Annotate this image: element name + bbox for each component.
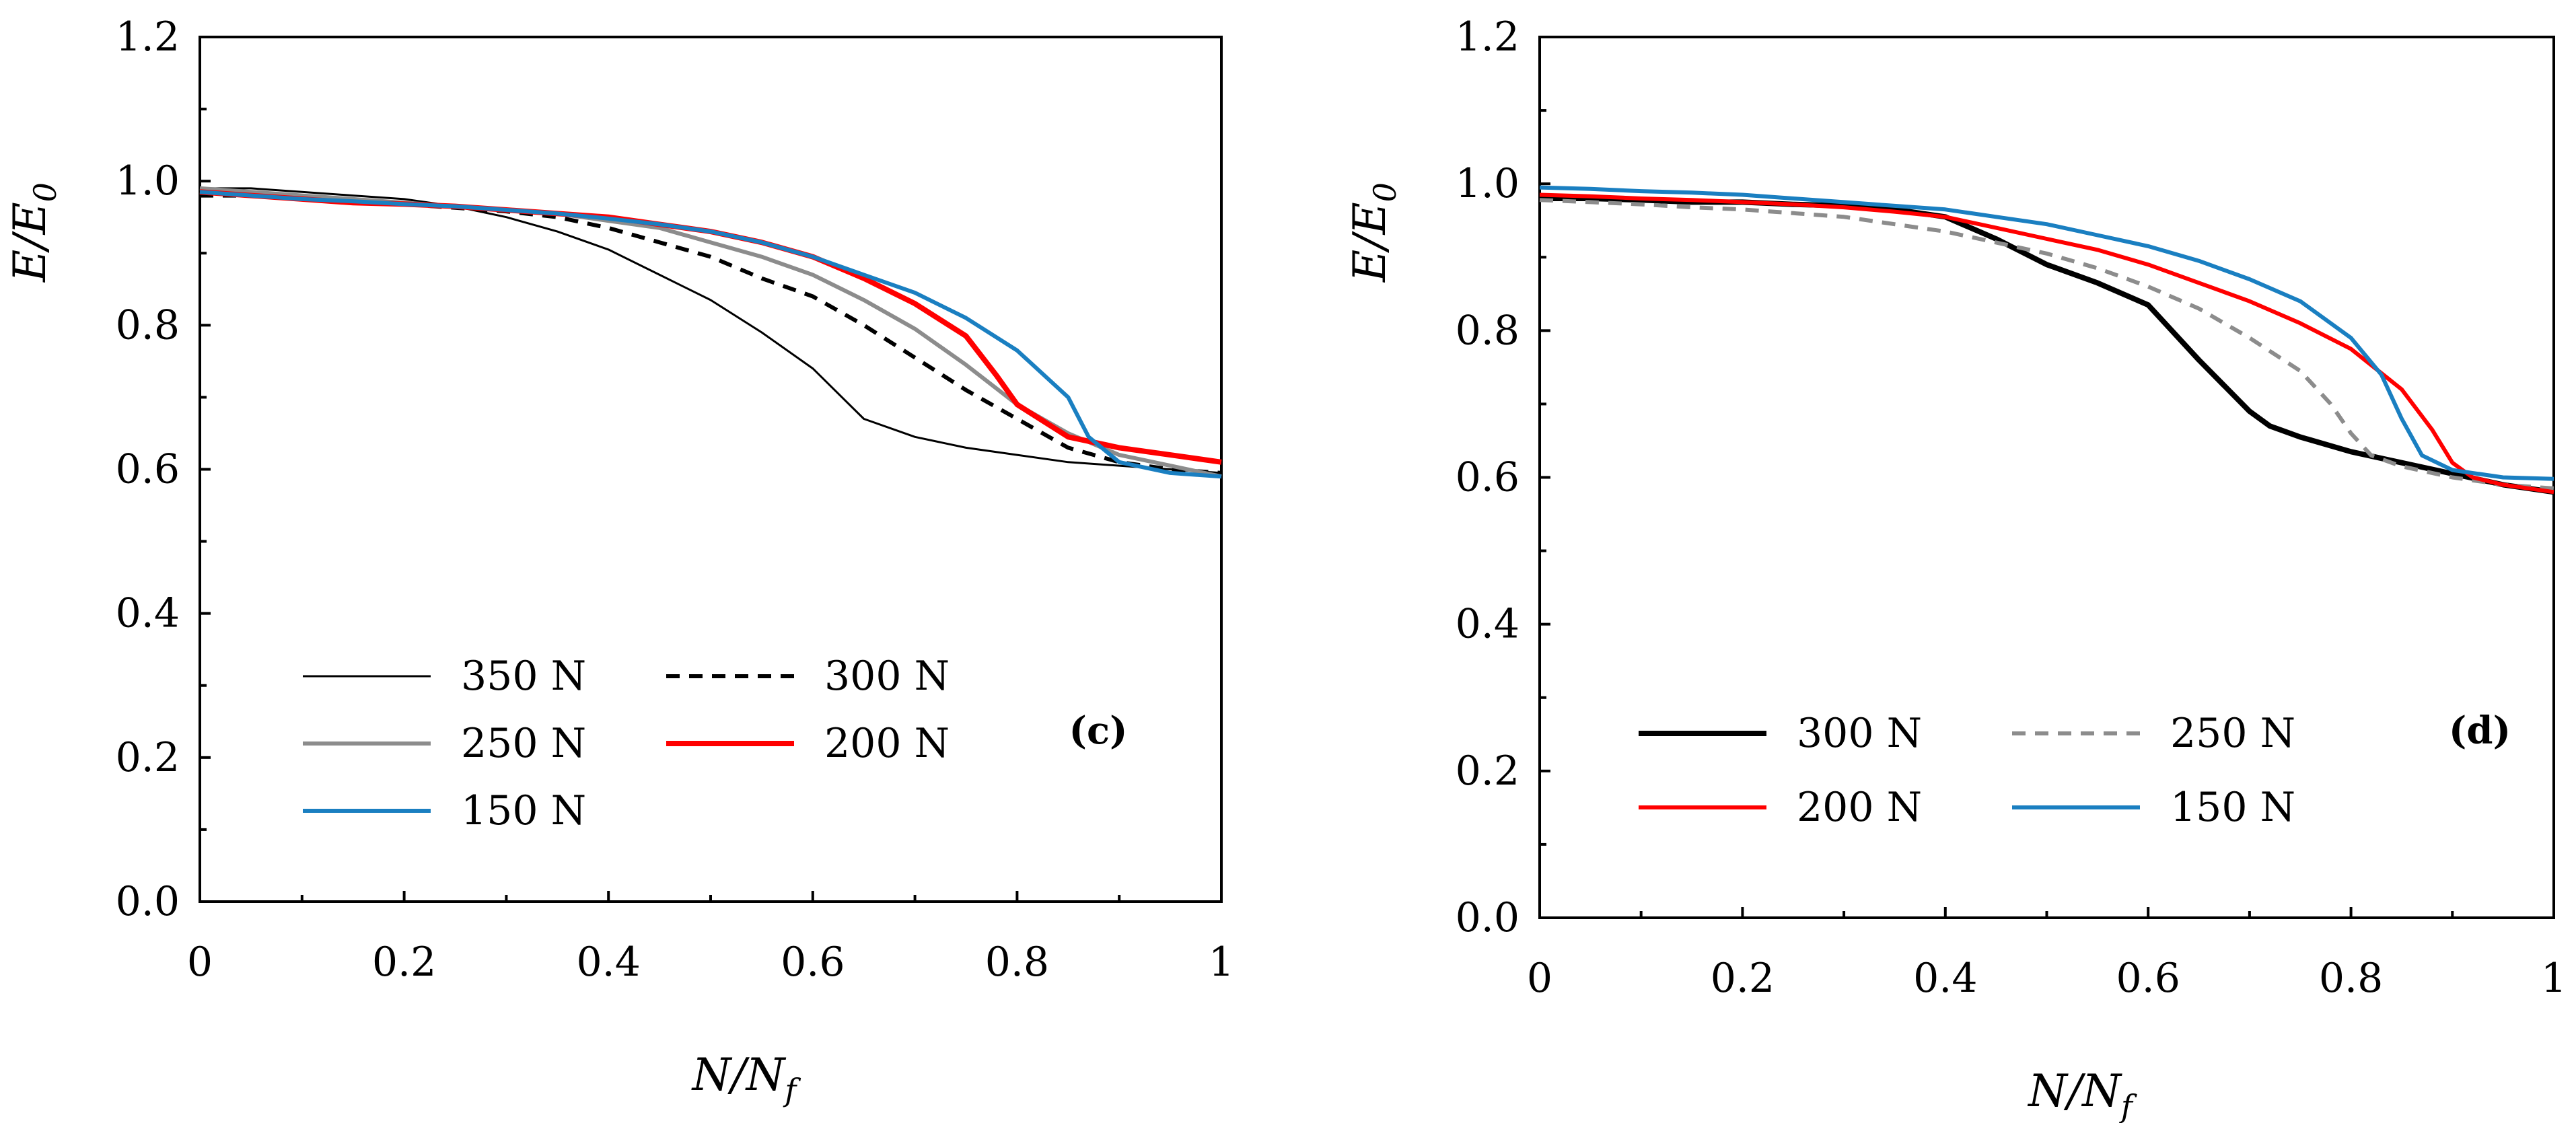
y-axis-title-main: E/E: [1344, 202, 1396, 283]
x-axis-title-subscript: f: [783, 1072, 801, 1108]
x-axis-title: N/Nf: [2027, 1065, 2137, 1123]
y-tick-label: 1.0: [116, 157, 180, 205]
y-tick-label: 0.0: [116, 878, 180, 925]
y-tick-label: 0.2: [116, 734, 180, 781]
series-line-200-n: [1539, 192, 2554, 495]
series-line-300-n: [1540, 196, 2554, 495]
legend-label: 300 N: [824, 653, 950, 700]
x-axis-title-main: N/N: [691, 1049, 787, 1101]
series-line-250-n: [1539, 198, 2554, 491]
series-line-350-n: [200, 187, 1222, 474]
x-tick-label: 0.2: [372, 939, 436, 986]
y-tick-label: 0.4: [1456, 601, 1519, 648]
y-tick-label: 0.6: [1456, 454, 1519, 501]
y-tick-label: 1.2: [116, 13, 180, 61]
series-line-150-n: [199, 190, 1222, 479]
y-axis-title: E/E0: [4, 182, 63, 283]
x-axis-title-main: N/N: [2027, 1065, 2122, 1117]
legend: 300 N 250 N 200 N 150 N: [1639, 710, 2295, 831]
y-tick-label: 0.6: [116, 446, 180, 493]
x-tick-label: 0.8: [2319, 955, 2383, 1002]
legend-label: 350 N: [461, 653, 586, 700]
x-tick-label: 0.6: [781, 939, 845, 986]
legend-label: 300 N: [1797, 710, 1922, 757]
y-axis-title-subscript: 0: [27, 182, 63, 202]
y-axis-title-subscript: 0: [1367, 182, 1403, 202]
y-tick-label: 1.2: [1456, 13, 1519, 61]
x-tick-label: 0: [187, 939, 213, 986]
series-line-150-n: [1539, 185, 2554, 481]
panel-label: (c): [1069, 709, 1127, 753]
y-axis-title: E/E0: [1344, 182, 1403, 283]
y-tick-label: 0.2: [1456, 748, 1519, 795]
legend: 350 N 300 N 250 N 200 N 150 N: [303, 653, 950, 834]
legend-label: 150 N: [2170, 784, 2295, 831]
panel-label: (d): [2449, 709, 2511, 753]
x-tick-label: 1: [2541, 955, 2567, 1002]
plot-frame: [199, 36, 1223, 903]
x-tick-label: 0.2: [1711, 955, 1775, 1002]
y-tick-label: 0.0: [1456, 894, 1519, 941]
legend-label: 200 N: [1797, 784, 1922, 831]
x-tick-label: 0.4: [1913, 955, 1977, 1002]
y-tick-label: 0.8: [1456, 307, 1519, 354]
y-tick-label: 0.8: [116, 301, 180, 349]
x-tick-label: 0: [1527, 955, 1552, 1002]
legend-label: 250 N: [2170, 710, 2295, 757]
x-axis-title: N/Nf: [691, 1049, 801, 1108]
x-axis-title-subscript: f: [2119, 1088, 2137, 1123]
y-axis-title-main: E/E: [4, 202, 56, 283]
x-tick-label: 0.8: [985, 939, 1049, 986]
y-tick-label: 1.0: [1456, 160, 1519, 207]
legend-label: 200 N: [824, 720, 950, 767]
legend-label: 250 N: [461, 720, 586, 767]
y-tick-label: 0.4: [116, 590, 180, 637]
legend-label: 150 N: [461, 787, 586, 834]
x-tick-label: 0.6: [2116, 955, 2180, 1002]
chart-panel-d: 0.0 0.2 0.4 0.6 0.8 1.0 1.2 0 0.2 0.4 0.6 0.8 1 N/Nf E…: [1344, 13, 2567, 1123]
plot-frame: [1538, 36, 2555, 919]
x-tick-label: 1: [1209, 939, 1234, 986]
x-tick-label: 0.4: [576, 939, 640, 986]
chart-panel-c: 0.0 0.2 0.4 0.6 0.8 1.0 1.2 0 0.2 0.4 0.6 0.8 1 N/Nf E…: [4, 13, 1234, 1108]
